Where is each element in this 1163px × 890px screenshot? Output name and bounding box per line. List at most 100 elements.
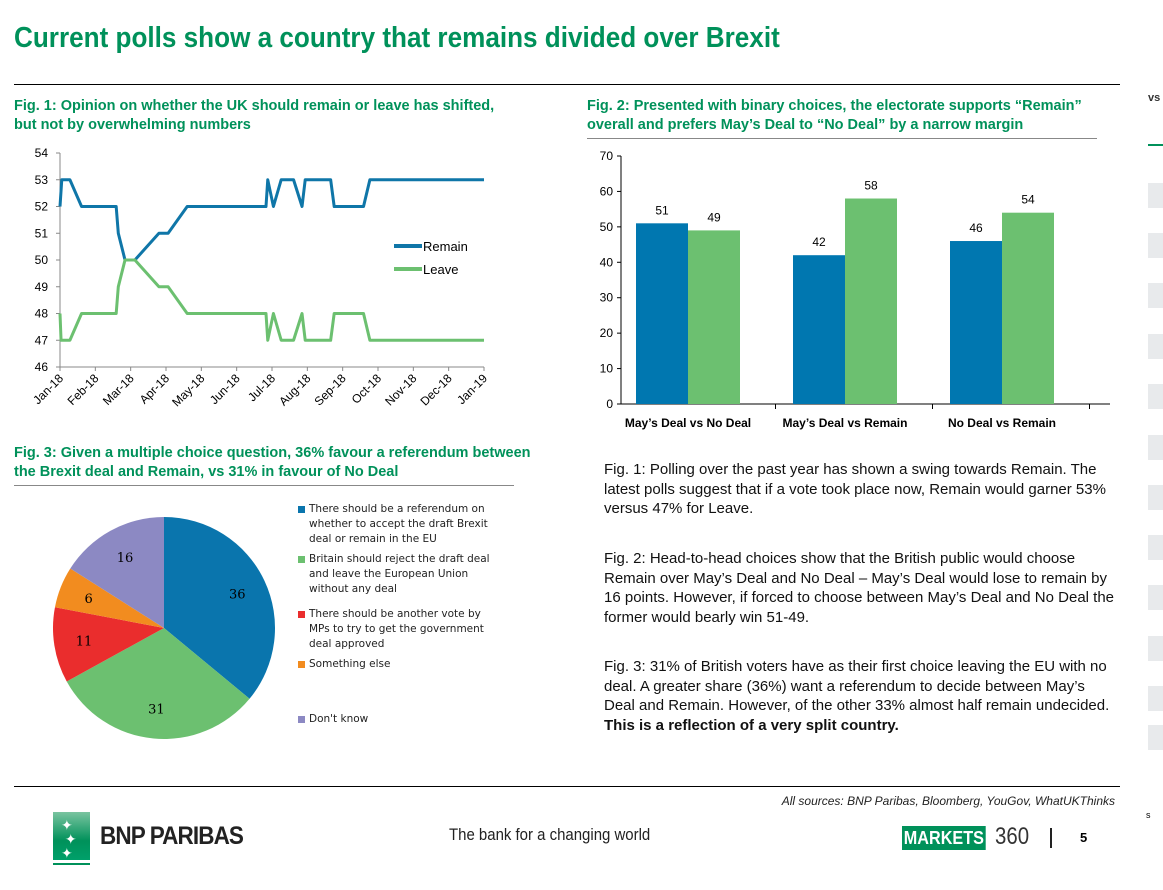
side-tab[interactable] [1148, 334, 1163, 359]
y-tick-label: 0 [606, 397, 613, 411]
legend-item: Britain should reject the draft deal and… [298, 552, 499, 597]
pie-slice [66, 628, 250, 739]
side-tab[interactable] [1148, 686, 1163, 711]
legend-swatch [298, 716, 305, 723]
legend-swatch [298, 661, 305, 668]
x-tick-label: Jun-18 [207, 371, 243, 407]
y-tick-label: 46 [35, 360, 49, 374]
x-tick-label: Sep-18 [312, 371, 349, 408]
series-line-leave [58, 258, 484, 342]
bnp-logo-icon: ✦ ✦ ✦ [53, 812, 90, 860]
y-tick-label: 51 [35, 226, 49, 240]
side-tab[interactable] [1148, 233, 1163, 258]
y-tick-label: 54 [35, 146, 49, 160]
side-s: s [1146, 810, 1151, 820]
x-tick-label: Mar-18 [100, 371, 137, 408]
series-line-remain [58, 178, 484, 262]
paragraph-fig2: Fig. 2: Head-to-head choices show that t… [604, 550, 1115, 626]
legend-label: Leave [423, 262, 458, 277]
bar [636, 223, 688, 404]
side-tab[interactable] [1148, 585, 1163, 610]
bar-value-label: 58 [864, 179, 878, 193]
legend-label: Britain should reject the draft deal and… [309, 553, 490, 595]
side-tab[interactable] [1148, 435, 1163, 460]
legend-swatch [298, 611, 305, 618]
fig2-underline [587, 138, 1097, 139]
x-tick-label: Aug-18 [276, 371, 313, 408]
bar-chart: 0 10 20 30 40 50 60 70 May’s Deal vs No Deal 51 49… [600, 149, 1110, 430]
side-tab[interactable]: vs [1148, 92, 1161, 104]
fig2-title: Fig. 2: Presented with binary choices, t… [587, 98, 1082, 133]
pie-slice [54, 568, 165, 628]
legend-label: Don't know [309, 713, 369, 725]
x-tick-label: Feb-18 [65, 371, 102, 408]
x-tick-label: Oct-18 [349, 371, 385, 407]
side-tab[interactable] [1148, 384, 1163, 409]
x-tick-label: Jan-18 [30, 371, 66, 407]
y-tick-label: 52 [35, 200, 49, 214]
legend-label: Remain [423, 239, 468, 254]
page-title: Current polls show a country that remain… [14, 22, 780, 54]
x-tick-label: Nov-18 [382, 371, 419, 408]
y-tick-label: 20 [600, 326, 614, 340]
legend-swatch [298, 506, 305, 513]
markets-logo: MARKETS [902, 826, 986, 850]
side-tab[interactable] [1148, 283, 1163, 308]
bar-value-label: 51 [655, 203, 669, 217]
markets-number: 360 [995, 823, 1030, 850]
bar-value-label: 54 [1021, 193, 1035, 207]
pie-slice [70, 517, 164, 628]
sources: All sources: BNP Paribas, Bloomberg, You… [781, 794, 1115, 808]
x-tick-label: May-18 [169, 371, 207, 409]
category-label: May’s Deal vs No Deal [625, 416, 751, 430]
slice-value-label: 36 [229, 587, 246, 602]
legend-item: There should be another vote by MPs to t… [298, 607, 499, 652]
x-tick-label: Dec-18 [418, 371, 455, 408]
legend-label: Something else [309, 658, 391, 670]
side-tab[interactable] [1148, 183, 1163, 208]
bar [688, 230, 740, 404]
legend-item: There should be a referendum on whether … [298, 502, 499, 547]
side-tab[interactable] [1148, 535, 1163, 560]
side-tab[interactable] [1148, 485, 1163, 510]
y-tick-label: 48 [35, 307, 49, 321]
side-tab[interactable] [1148, 725, 1163, 750]
side-tab-underline [1148, 144, 1163, 146]
category-label: No Deal vs Remain [948, 416, 1056, 430]
slice-value-label: 31 [148, 703, 165, 718]
legend-label: There should be another vote by MPs to t… [309, 608, 484, 650]
y-tick-label: 49 [35, 280, 49, 294]
tagline: The bank for a changing world [449, 825, 651, 844]
y-tick-label: 60 [600, 184, 614, 198]
footer-divider [14, 786, 1120, 787]
pie-slice [164, 517, 275, 699]
y-tick-label: 70 [600, 149, 614, 163]
paragraph-fig3-text: Fig. 3: 31% of British voters have as th… [604, 658, 1110, 714]
y-tick-label: 50 [600, 220, 614, 234]
logo-underline [53, 863, 90, 865]
side-tab[interactable] [1148, 636, 1163, 661]
fig1-title: Fig. 1: Opinion on whether the UK should… [14, 98, 495, 133]
bar-value-label: 49 [707, 210, 721, 224]
legend-item: Don't know [298, 712, 499, 727]
paragraph-fig1: Fig. 1: Polling over the past year has s… [604, 461, 1106, 517]
paragraph-fig3-emphasis: This is a reflection of a very split cou… [604, 716, 899, 734]
legend-item: Something else [298, 657, 499, 672]
bar [1002, 212, 1054, 404]
separator [1050, 828, 1052, 848]
slice-value-label: 11 [76, 635, 93, 650]
x-tick-label: Apr-18 [137, 371, 173, 407]
bar-value-label: 42 [812, 235, 826, 249]
y-tick-label: 30 [600, 291, 614, 305]
slice-value-label: 16 [117, 551, 134, 566]
y-tick-label: 40 [600, 255, 614, 269]
divider [14, 84, 1120, 85]
pie-chart: 36 31 11 6 16 [53, 517, 275, 739]
y-tick-label: 47 [35, 333, 49, 347]
fig3-underline [14, 485, 514, 486]
x-tick-label: Jan-19 [454, 371, 490, 407]
bar [950, 241, 1002, 404]
bar [793, 255, 845, 404]
paragraph-fig3: Fig. 3: 31% of British voters have as th… [604, 657, 1114, 735]
category-label: May’s Deal vs Remain [783, 416, 908, 430]
